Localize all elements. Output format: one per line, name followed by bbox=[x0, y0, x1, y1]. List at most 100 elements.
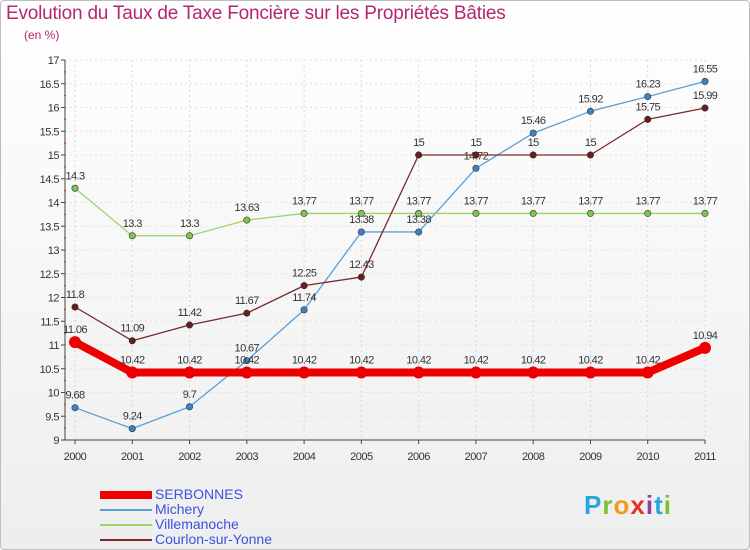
data-label-serbonnes: 10.42 bbox=[578, 355, 603, 367]
data-label-michery: 9.24 bbox=[123, 411, 142, 423]
data-label-villemanoche: 13.77 bbox=[578, 195, 603, 207]
series-line-michery bbox=[74, 80, 706, 430]
data-point-courlon-sur-yonne bbox=[128, 337, 136, 345]
data-point-serbonnes bbox=[527, 366, 540, 379]
x-tick-label: 2002 bbox=[178, 451, 201, 463]
y-tick-label: 15.5 bbox=[40, 126, 60, 138]
y-minor-tick bbox=[64, 70, 66, 73]
y-minor-tick bbox=[64, 332, 66, 335]
y-tick-label: 12.5 bbox=[40, 269, 60, 281]
data-point-serbonnes bbox=[298, 366, 311, 379]
y-minor-tick bbox=[64, 213, 66, 216]
legend-item-villemanoche: Villemanoche bbox=[100, 516, 360, 532]
y-minor-tick bbox=[64, 165, 66, 168]
data-point-michery bbox=[128, 425, 136, 433]
data-point-michery bbox=[243, 357, 251, 365]
data-point-courlon-sur-yonne bbox=[644, 115, 652, 123]
data-label-courlon-sur-yonne: 11.42 bbox=[178, 307, 202, 319]
data-label-serbonnes: 10.42 bbox=[521, 355, 546, 367]
legend-swatch-courlon bbox=[100, 539, 152, 541]
data-point-michery bbox=[586, 107, 594, 115]
y-tick-label: 16 bbox=[48, 103, 60, 115]
x-tick-label: 2009 bbox=[579, 451, 602, 463]
data-label-michery: 11.74 bbox=[292, 292, 316, 304]
x-tick-label: 2006 bbox=[407, 451, 430, 463]
y-minor-tick bbox=[64, 403, 66, 406]
y-tick-label: 14.5 bbox=[40, 174, 60, 186]
data-label-villemanoche: 13.77 bbox=[464, 195, 489, 207]
chart-title: Evolution du Taux de Taxe Foncière sur l… bbox=[6, 3, 506, 24]
y-minor-tick bbox=[64, 237, 66, 240]
y-minor-tick bbox=[64, 284, 66, 287]
data-point-villemanoche bbox=[243, 216, 251, 224]
data-point-villemanoche bbox=[644, 209, 652, 217]
data-label-courlon-sur-yonne: 15 bbox=[470, 137, 482, 149]
data-label-villemanoche: 13.77 bbox=[693, 195, 718, 207]
y-tick-label: 10.5 bbox=[40, 364, 60, 376]
data-label-serbonnes: 10.42 bbox=[464, 355, 489, 367]
data-point-villemanoche bbox=[186, 232, 194, 240]
legend-label-michery: Michery bbox=[155, 501, 205, 517]
legend-label-courlon: Courlon-sur-Yonne bbox=[155, 531, 272, 547]
data-label-villemanoche: 13.3 bbox=[123, 218, 142, 230]
x-tick-label: 2007 bbox=[465, 451, 488, 463]
legend-label-serbonnes: SERBONNES bbox=[155, 486, 243, 502]
chart-subtitle: (en %) bbox=[24, 28, 60, 42]
data-point-serbonnes bbox=[584, 366, 597, 379]
data-point-serbonnes bbox=[412, 366, 425, 379]
data-point-villemanoche bbox=[300, 209, 308, 217]
legend-swatch-villemanoche bbox=[100, 524, 152, 526]
data-point-villemanoche bbox=[472, 209, 480, 217]
data-label-villemanoche: 13.77 bbox=[635, 195, 660, 207]
y-minor-tick bbox=[64, 308, 66, 311]
proxiti-logo: Proxiti bbox=[584, 490, 672, 520]
data-point-michery bbox=[701, 77, 709, 85]
y-minor-tick bbox=[64, 189, 66, 192]
y-tick-label: 13.5 bbox=[40, 221, 60, 233]
data-label-serbonnes: 10.42 bbox=[406, 355, 431, 367]
legend-swatch-michery bbox=[100, 509, 152, 511]
x-tick-label: 2000 bbox=[64, 451, 87, 463]
data-label-serbonnes: 10.42 bbox=[120, 355, 145, 367]
data-point-michery bbox=[357, 228, 365, 236]
x-tick-label: 2011 bbox=[694, 451, 716, 463]
data-label-michery: 13.38 bbox=[349, 214, 374, 226]
y-minor-tick bbox=[64, 94, 66, 97]
data-point-courlon-sur-yonne bbox=[701, 104, 709, 112]
y-tick-label: 16.5 bbox=[40, 79, 60, 91]
data-label-courlon-sur-yonne: 11.67 bbox=[235, 295, 259, 307]
data-point-michery bbox=[71, 404, 79, 412]
y-minor-tick bbox=[64, 379, 66, 382]
data-label-michery: 15.92 bbox=[578, 93, 603, 105]
data-label-michery: 9.7 bbox=[183, 389, 197, 401]
data-label-serbonnes: 10.42 bbox=[292, 355, 317, 367]
data-label-michery: 16.23 bbox=[635, 79, 660, 91]
x-tick-label: 2003 bbox=[236, 451, 259, 463]
y-tick-label: 14 bbox=[48, 198, 60, 210]
data-point-michery bbox=[472, 164, 480, 172]
data-label-villemanoche: 13.77 bbox=[521, 195, 546, 207]
data-point-michery bbox=[529, 129, 537, 137]
data-point-villemanoche bbox=[128, 232, 136, 240]
x-tick-label: 2004 bbox=[293, 451, 316, 463]
data-label-serbonnes: 10.42 bbox=[235, 355, 260, 367]
data-label-courlon-sur-yonne: 15.99 bbox=[693, 90, 718, 102]
data-point-michery bbox=[300, 306, 308, 314]
data-point-courlon-sur-yonne bbox=[186, 321, 194, 329]
y-tick-label: 9 bbox=[53, 435, 59, 447]
y-minor-tick bbox=[64, 142, 66, 145]
data-point-courlon-sur-yonne bbox=[586, 151, 594, 159]
y-minor-tick bbox=[64, 427, 66, 430]
data-label-villemanoche: 14.3 bbox=[65, 170, 84, 182]
data-point-villemanoche bbox=[357, 209, 365, 217]
data-point-serbonnes bbox=[69, 336, 81, 349]
data-point-serbonnes bbox=[240, 366, 253, 379]
data-label-villemanoche: 13.3 bbox=[180, 218, 199, 230]
data-point-villemanoche bbox=[586, 209, 594, 217]
y-tick-label: 10 bbox=[48, 388, 60, 400]
data-label-villemanoche: 13.63 bbox=[235, 202, 260, 214]
x-tick-label: 2001 bbox=[121, 451, 144, 463]
data-point-courlon-sur-yonne bbox=[357, 273, 365, 281]
